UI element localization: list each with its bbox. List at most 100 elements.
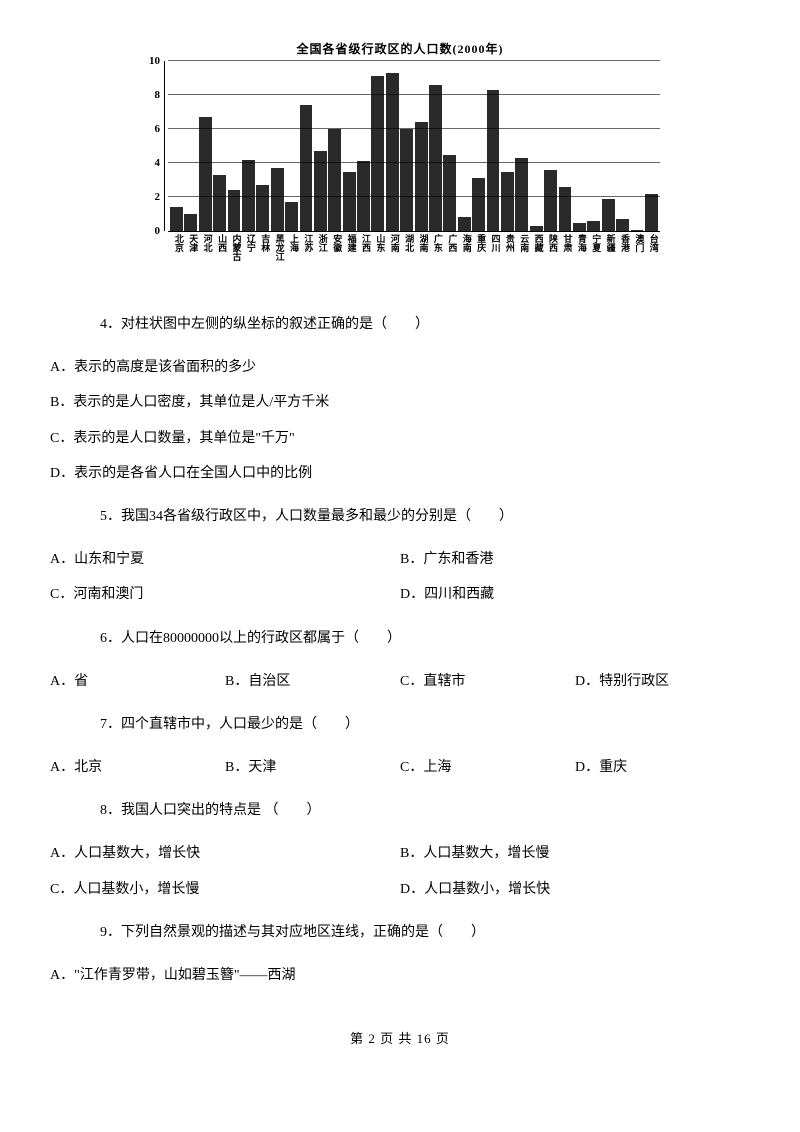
x-label: 云南 bbox=[515, 234, 528, 282]
bar bbox=[328, 129, 341, 231]
x-label: 青海 bbox=[573, 234, 586, 282]
population-chart: 全国各省级行政区的人口数(2000年) 0246810 北京天津河北山西内蒙古辽… bbox=[140, 40, 660, 282]
question-5-stem: 5．我国34各省级行政区中，人口数量最多和最少的分别是（ ） bbox=[100, 504, 750, 529]
question-8-options: A．人口基数大，增长快 B．人口基数大，增长慢 C．人口基数小，增长慢 D．人口… bbox=[50, 841, 750, 901]
bar bbox=[544, 170, 557, 231]
x-label: 宁夏 bbox=[587, 234, 600, 282]
x-label: 上海 bbox=[285, 234, 298, 282]
x-label: 重庆 bbox=[472, 234, 485, 282]
question-9-stem: 9．下列自然景观的描述与其对应地区连线，正确的是（ ） bbox=[100, 920, 750, 945]
bar bbox=[487, 90, 500, 231]
q6-option-d: D．特别行政区 bbox=[575, 669, 750, 694]
bar bbox=[386, 73, 399, 231]
x-label: 安徽 bbox=[328, 234, 341, 282]
x-label: 香港 bbox=[616, 234, 629, 282]
x-label: 内蒙古 bbox=[228, 234, 241, 282]
bar bbox=[170, 207, 183, 231]
bar bbox=[645, 194, 658, 231]
x-label: 山东 bbox=[371, 234, 384, 282]
question-4-options: A．表示的高度是该省面积的多少 B．表示的是人口密度，其单位是人/平方千米 C．… bbox=[50, 355, 750, 486]
question-7-stem: 7．四个直辖市中，人口最少的是（ ） bbox=[100, 712, 750, 737]
bar bbox=[443, 155, 456, 232]
x-label: 海南 bbox=[458, 234, 471, 282]
question-9-options: A．"江作青罗带，山如碧玉簪"——西湖 bbox=[50, 963, 750, 988]
x-label: 湖北 bbox=[400, 234, 413, 282]
question-5-options: A．山东和宁夏 B．广东和香港 C．河南和澳门 D．四川和西藏 bbox=[50, 547, 750, 607]
x-label: 广西 bbox=[443, 234, 456, 282]
x-label: 西藏 bbox=[530, 234, 543, 282]
q8-option-b: B．人口基数大，增长慢 bbox=[400, 841, 750, 866]
bar bbox=[602, 199, 615, 231]
x-label: 四川 bbox=[487, 234, 500, 282]
q4-option-a: A．表示的高度是该省面积的多少 bbox=[50, 355, 750, 380]
q7-option-c: C．上海 bbox=[400, 755, 575, 780]
q7-option-d: D．重庆 bbox=[575, 755, 750, 780]
question-7-options: A．北京 B．天津 C．上海 D．重庆 bbox=[50, 755, 750, 780]
page-footer: 第 2 页 共 16 页 bbox=[50, 1028, 750, 1047]
bar bbox=[415, 122, 428, 231]
bar bbox=[501, 172, 514, 232]
x-label: 湖南 bbox=[415, 234, 428, 282]
question-8-stem: 8．我国人口突出的特点是 （ ） bbox=[100, 798, 750, 823]
bar bbox=[515, 158, 528, 231]
question-6-stem: 6．人口在80000000以上的行政区都属于（ ） bbox=[100, 626, 750, 651]
q8-option-a: A．人口基数大，增长快 bbox=[50, 841, 400, 866]
q8-option-c: C．人口基数小，增长慢 bbox=[50, 877, 400, 902]
x-label: 陕西 bbox=[544, 234, 557, 282]
question-4-stem: 4．对柱状图中左侧的纵坐标的叙述正确的是（ ） bbox=[100, 312, 750, 337]
chart-title: 全国各省级行政区的人口数(2000年) bbox=[140, 40, 660, 57]
bar bbox=[271, 168, 284, 231]
q5-option-b: B．广东和香港 bbox=[400, 547, 750, 572]
x-label: 山西 bbox=[213, 234, 226, 282]
x-label: 新疆 bbox=[602, 234, 615, 282]
q7-option-a: A．北京 bbox=[50, 755, 225, 780]
x-label: 贵州 bbox=[501, 234, 514, 282]
x-label: 福建 bbox=[343, 234, 356, 282]
x-label: 黑龙江 bbox=[271, 234, 284, 282]
y-axis: 0246810 bbox=[140, 61, 165, 231]
x-label: 吉林 bbox=[256, 234, 269, 282]
bar bbox=[300, 105, 313, 231]
q4-option-d: D．表示的是各省人口在全国人口中的比例 bbox=[50, 461, 750, 486]
x-label: 江苏 bbox=[300, 234, 313, 282]
q6-option-c: C．直辖市 bbox=[400, 669, 575, 694]
x-label: 河南 bbox=[386, 234, 399, 282]
q6-option-a: A．省 bbox=[50, 669, 225, 694]
x-label: 辽宁 bbox=[242, 234, 255, 282]
bar bbox=[429, 85, 442, 231]
x-label: 台湾 bbox=[645, 234, 658, 282]
bar bbox=[199, 117, 212, 231]
x-label: 浙江 bbox=[314, 234, 327, 282]
bar bbox=[616, 219, 629, 231]
q8-option-d: D．人口基数小，增长快 bbox=[400, 877, 750, 902]
bar bbox=[458, 217, 471, 231]
bar bbox=[472, 178, 485, 231]
bar bbox=[256, 185, 269, 231]
bar bbox=[631, 230, 644, 231]
q7-option-b: B．天津 bbox=[225, 755, 400, 780]
bar bbox=[530, 226, 543, 231]
bar bbox=[314, 151, 327, 231]
bar bbox=[285, 202, 298, 231]
x-axis-labels: 北京天津河北山西内蒙古辽宁吉林黑龙江上海江苏浙江安徽福建江西山东河南湖北湖南广东… bbox=[168, 234, 660, 282]
bar bbox=[343, 172, 356, 232]
bar bbox=[559, 187, 572, 231]
x-label: 甘肃 bbox=[559, 234, 572, 282]
q5-option-a: A．山东和宁夏 bbox=[50, 547, 400, 572]
chart-plot: 0246810 bbox=[168, 61, 660, 232]
x-label: 天津 bbox=[184, 234, 197, 282]
bar bbox=[573, 223, 586, 232]
bar bbox=[213, 175, 226, 231]
bar bbox=[400, 129, 413, 231]
x-label: 江西 bbox=[357, 234, 370, 282]
q6-option-b: B．自治区 bbox=[225, 669, 400, 694]
bar bbox=[371, 76, 384, 231]
x-label: 澳门 bbox=[631, 234, 644, 282]
q5-option-d: D．四川和西藏 bbox=[400, 582, 750, 607]
question-6-options: A．省 B．自治区 C．直辖市 D．特别行政区 bbox=[50, 669, 750, 694]
q4-option-c: C．表示的是人口数量，其单位是"千万" bbox=[50, 426, 750, 451]
q5-option-c: C．河南和澳门 bbox=[50, 582, 400, 607]
x-label: 河北 bbox=[199, 234, 212, 282]
bar bbox=[184, 214, 197, 231]
x-label: 广东 bbox=[429, 234, 442, 282]
